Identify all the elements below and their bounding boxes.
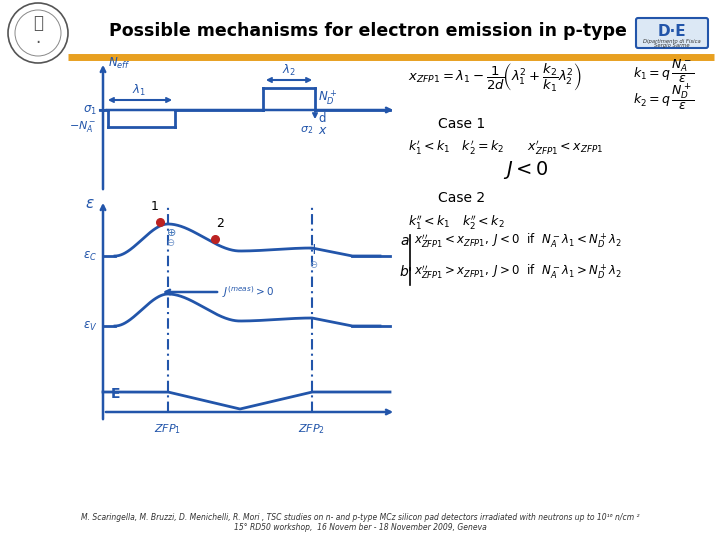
Text: 15° RD50 workshop,  16 Novem ber - 18 November 2009, Geneva: 15° RD50 workshop, 16 Novem ber - 18 Nov… — [233, 523, 487, 531]
Text: $N_{eff}$: $N_{eff}$ — [108, 56, 131, 71]
Text: d: d — [318, 112, 325, 125]
Text: b: b — [400, 265, 409, 279]
Text: 2: 2 — [216, 218, 224, 231]
Text: $+$: $+$ — [307, 242, 320, 258]
Text: $x_{ZFP1}'' < x_{ZFP1},\; J < 0$  if  $N_A^-\lambda_1 < N_D^+\lambda_2$: $x_{ZFP1}'' < x_{ZFP1},\; J < 0$ if $N_A… — [414, 232, 622, 251]
Text: $\lambda_2$: $\lambda_2$ — [282, 63, 296, 78]
Text: E: E — [111, 387, 120, 401]
Text: $\sigma_2$: $\sigma_2$ — [300, 124, 313, 136]
Text: $\lambda_1$: $\lambda_1$ — [132, 83, 146, 98]
Text: $\ominus$: $\ominus$ — [166, 237, 176, 247]
Text: $\varepsilon$: $\varepsilon$ — [85, 197, 95, 212]
Text: 1: 1 — [151, 200, 159, 213]
Text: M. Scaringella, M. Bruzzi, D. Menichelli, R. Mori , TSC studies on n- and p-type: M. Scaringella, M. Bruzzi, D. Menichelli… — [81, 514, 639, 523]
FancyBboxPatch shape — [636, 18, 708, 48]
Text: $ZFP_2$: $ZFP_2$ — [299, 422, 325, 436]
Text: $k_1 = q\,\dfrac{N_A^-}{\varepsilon}$: $k_1 = q\,\dfrac{N_A^-}{\varepsilon}$ — [633, 57, 695, 85]
Text: Case 2: Case 2 — [438, 191, 485, 205]
Text: $J < 0$: $J < 0$ — [503, 159, 549, 181]
Text: $x_{ZFP1} = \lambda_1 - \dfrac{1}{2d}\!\left(\lambda_1^2 + \dfrac{k_2}{k_1}\lamb: $x_{ZFP1} = \lambda_1 - \dfrac{1}{2d}\!\… — [408, 62, 582, 94]
Text: $N_D^+$: $N_D^+$ — [318, 88, 337, 107]
Text: $\varepsilon_V$: $\varepsilon_V$ — [83, 320, 97, 333]
Text: a: a — [400, 234, 408, 248]
Text: $\varepsilon_C$: $\varepsilon_C$ — [83, 249, 97, 262]
Text: $k_1'' < k_1 \quad k_2'' < k_2$: $k_1'' < k_1 \quad k_2'' < k_2$ — [408, 213, 505, 231]
Text: ⛪
·: ⛪ · — [33, 14, 43, 52]
Text: Case 1: Case 1 — [438, 117, 485, 131]
Text: $\sigma_1$: $\sigma_1$ — [83, 104, 97, 117]
Text: $J^{(meas)}>0$: $J^{(meas)}>0$ — [222, 284, 274, 300]
Text: $x_{ZFP1}'' > x_{ZFP1},\; J > 0$  if  $N_A^-\lambda_1 > N_D^+\lambda_2$: $x_{ZFP1}'' > x_{ZFP1},\; J > 0$ if $N_A… — [414, 262, 622, 281]
Text: Possible mechanisms for electron emission in p-type: Possible mechanisms for electron emissio… — [109, 22, 627, 40]
Text: $k_1' < k_1 \quad k_2' = k_2 \qquad x_{ZFP1}' < x_{ZFP1}$: $k_1' < k_1 \quad k_2' = k_2 \qquad x_{Z… — [408, 138, 603, 156]
Text: $k_2 = q\,\dfrac{N_D^+}{\varepsilon}$: $k_2 = q\,\dfrac{N_D^+}{\varepsilon}$ — [633, 82, 695, 112]
Text: $ZFP_1$: $ZFP_1$ — [154, 422, 181, 436]
Text: $x$: $x$ — [318, 124, 328, 137]
Text: D·E: D·E — [657, 24, 686, 38]
Text: $\ominus$: $\ominus$ — [310, 259, 319, 269]
Text: $\oplus$: $\oplus$ — [166, 226, 176, 238]
Text: Dipartimento di Fisica: Dipartimento di Fisica — [643, 38, 701, 44]
Text: Sergio Sarme: Sergio Sarme — [654, 43, 690, 48]
Text: $-N_A^-$: $-N_A^-$ — [69, 119, 97, 134]
